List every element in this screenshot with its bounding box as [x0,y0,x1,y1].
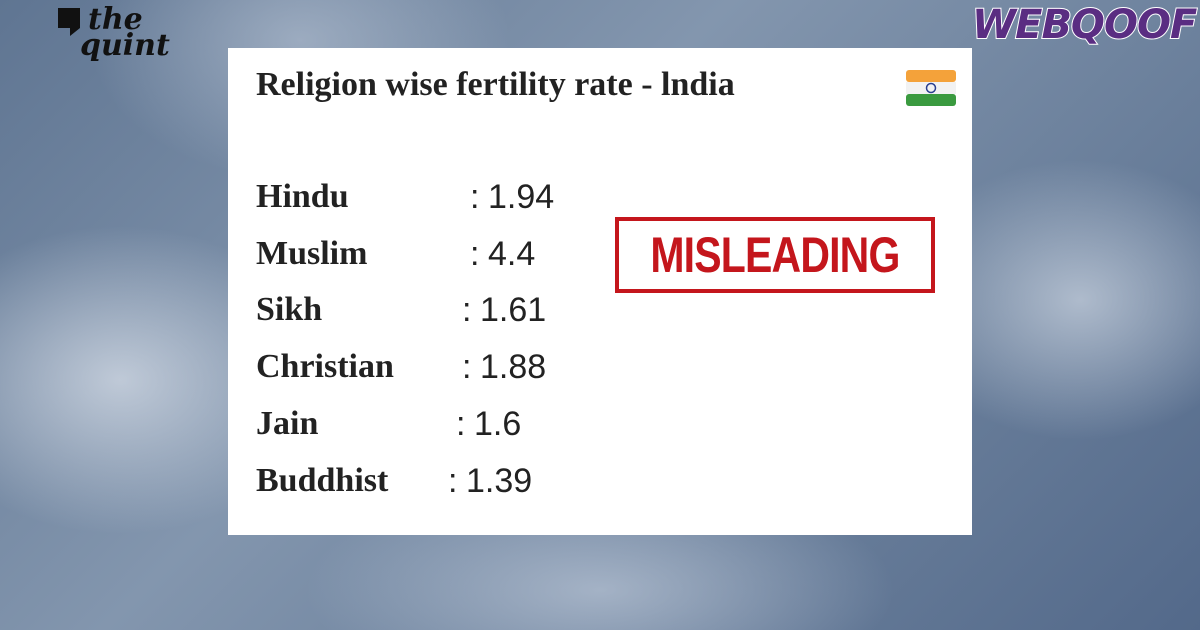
row-value: 1.94 [488,178,555,216]
row-separator: : [462,291,472,329]
row-label: Muslim [256,235,368,272]
row-label: Sikh [256,291,323,328]
card-title: Religion wise fertility rate - lndia [256,66,735,103]
row-label: Hindu [256,178,349,215]
row-label: Christian [256,348,394,385]
row-value: 1.39 [466,462,533,500]
logo-icon [58,8,80,36]
row-separator: : [456,405,466,443]
row-value: 4.4 [488,235,536,273]
row-value: 1.88 [480,348,547,386]
flag-icon [906,70,956,106]
stamp-text: MISLEADING [650,227,900,283]
badge: WEBQOOF [971,1,1198,49]
row-value: 1.61 [480,291,547,329]
row-separator: : [462,348,472,386]
row-label: Buddhist [256,462,389,499]
row-value: 1.6 [474,405,522,443]
row-separator: : [448,462,458,500]
stamp: MISLEADING [615,217,935,293]
row-label: Jain [256,405,319,442]
row-separator: : [470,235,480,273]
row-separator: : [470,178,480,216]
logo-text: the [88,2,143,37]
logo-text: quint [80,28,170,63]
